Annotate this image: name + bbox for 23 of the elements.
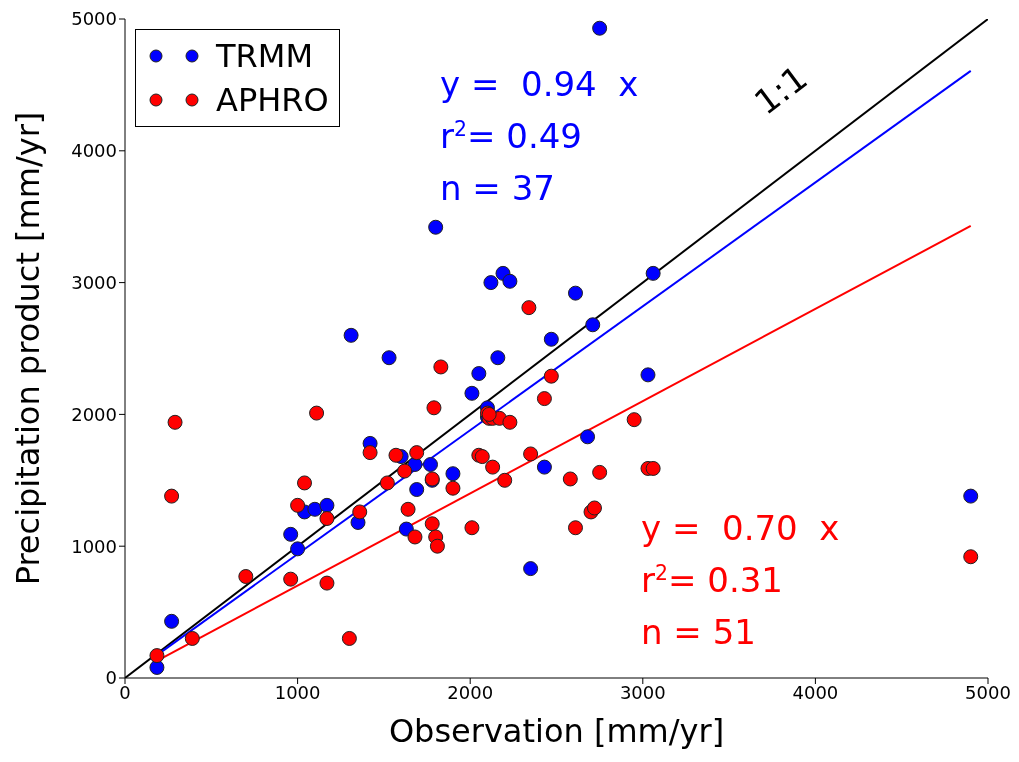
y-tick-label: 1000 <box>71 535 117 557</box>
x-tick-label: 0 <box>119 681 131 703</box>
annotation: 1:1 <box>746 57 815 123</box>
annotation: r$^{2}$= 0.31 <box>641 560 783 600</box>
y-axis-title: Precipitation product [mm/yr] <box>9 111 48 586</box>
annotation: y = 0.70 x <box>641 508 840 548</box>
annotation: n = 37 <box>440 168 555 208</box>
legend-label: TRMM <box>216 37 313 75</box>
x-tick-label: 2000 <box>447 681 494 703</box>
y-tick-label: 2000 <box>71 403 117 425</box>
annotation: r$^{2}$= 0.49 <box>440 116 582 156</box>
y-tick-label: 0 <box>105 667 117 689</box>
x-tick-label: 4000 <box>792 681 839 703</box>
x-tick-label: 1000 <box>274 681 321 703</box>
x-axis-title: Observation [mm/yr] <box>388 712 725 750</box>
legend-label: APHRO <box>216 81 329 119</box>
annotation: n = 51 <box>641 612 756 652</box>
x-tick-label: 5000 <box>965 681 1011 703</box>
y-tick-label: 4000 <box>71 140 117 162</box>
y-tick-label: 3000 <box>71 271 117 293</box>
annotation: y = 0.94 x <box>440 64 639 104</box>
y-tick-label: 5000 <box>71 8 117 30</box>
x-tick-label: 3000 <box>619 681 666 703</box>
